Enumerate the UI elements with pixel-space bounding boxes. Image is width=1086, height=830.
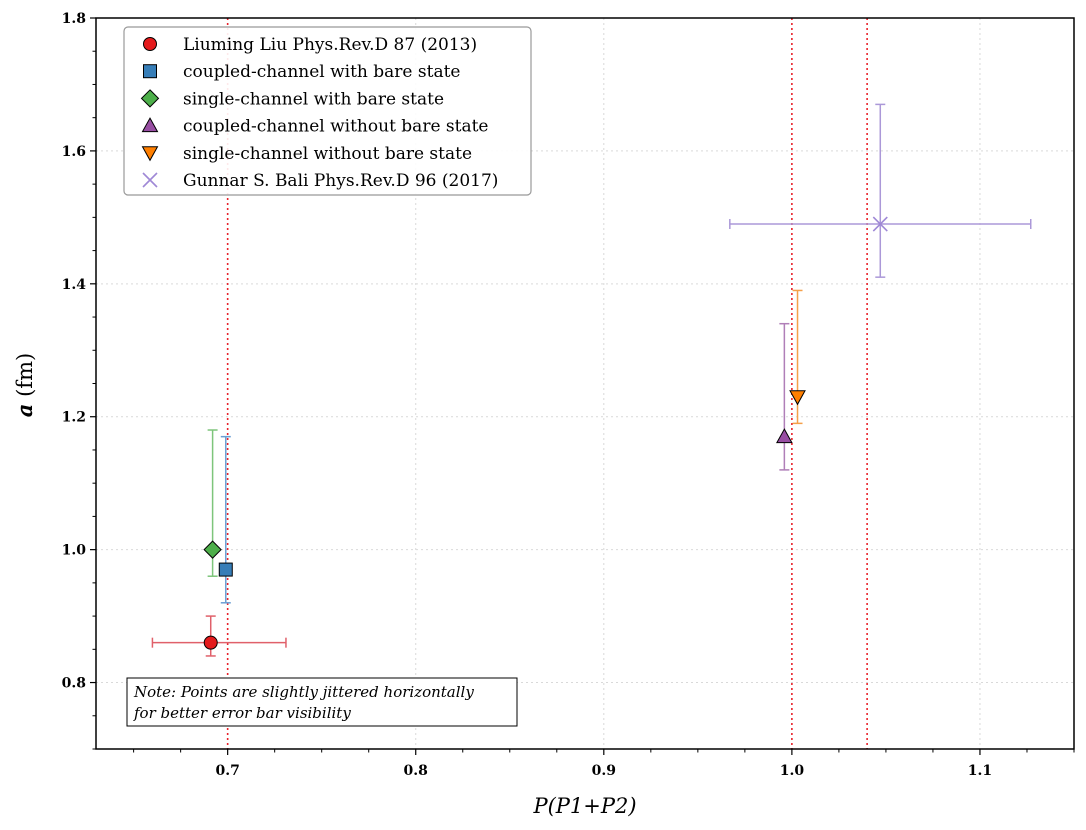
y-tick-label: 1.2 (62, 410, 86, 426)
legend-label: Gunnar S. Bali Phys.Rev.D 96 (2017) (183, 171, 498, 191)
data-point (203, 635, 218, 650)
legend-entry-2: coupled-channel with bare state (143, 62, 460, 82)
legend-entry-5: single-channel without bare state (141, 144, 472, 164)
x-axis-label: P(P1+P2) (532, 794, 636, 818)
x-tick-label: 0.7 (215, 763, 239, 779)
data-point (789, 390, 806, 406)
y-tick-label: 1.6 (62, 144, 86, 160)
note-box: Note: Points are slightly jittered horiz… (126, 677, 518, 727)
y-tick-label: 0.8 (62, 676, 86, 692)
series-3 (203, 429, 222, 577)
legend-marker (141, 146, 159, 162)
legend: Liuming Liu Phys.Rev.D 87 (2013) coupled-… (123, 26, 532, 196)
x-tick-label: 0.9 (592, 763, 616, 779)
legend-label: Liuming Liu Phys.Rev.D 87 (2013) (183, 35, 477, 55)
note-line-2: for better error bar visibility (133, 704, 351, 722)
data-point (218, 562, 233, 577)
series-1 (151, 615, 287, 657)
legend-entry-1: Liuming Liu Phys.Rev.D 87 (2013) (143, 35, 477, 55)
data-point (776, 428, 793, 444)
series-5 (789, 289, 806, 425)
legend-label: coupled-channel without bare state (183, 117, 489, 137)
y-axis-label-symbol: a (12, 404, 37, 418)
series-4 (776, 322, 793, 471)
legend-marker (142, 172, 158, 188)
legend-marker (141, 117, 159, 133)
data-series (151, 103, 1032, 657)
legend-marker (143, 64, 157, 79)
y-axis-label-unit: (fm) (13, 353, 37, 397)
data-point (872, 216, 888, 232)
x-tick-label: 0.8 (404, 763, 428, 779)
y-tick-label: 1.4 (62, 277, 87, 293)
x-tick-label: 1.1 (968, 763, 992, 779)
legend-entry-4: coupled-channel without bare state (141, 117, 489, 137)
axis-ticks: 0.7 0.8 0.9 1.0 1.1 0.8 1.0 1.2 1.4 1.6 1.8 (62, 11, 1075, 779)
note-line-1: Note: Points are slightly jittered horiz… (133, 683, 474, 701)
x-tick-label: 1.0 (780, 763, 805, 779)
y-axis-label: a (fm) (12, 353, 37, 417)
legend-entry-6: Gunnar S. Bali Phys.Rev.D 96 (2017) (142, 171, 498, 191)
legend-box (123, 26, 532, 196)
legend-label: single-channel with bare state (183, 89, 444, 109)
series-6 (729, 103, 1032, 278)
note-frame (126, 677, 518, 727)
y-tick-label: 1.0 (62, 543, 87, 559)
legend-entry-3: single-channel with bare state (140, 89, 444, 109)
series-2 (218, 435, 233, 604)
legend-marker (143, 37, 157, 51)
legend-marker (140, 89, 160, 108)
data-point (203, 540, 222, 559)
y-tick-label: 1.8 (62, 11, 86, 27)
legend-label: single-channel without bare state (183, 144, 472, 164)
legend-label: coupled-channel with bare state (183, 62, 460, 82)
